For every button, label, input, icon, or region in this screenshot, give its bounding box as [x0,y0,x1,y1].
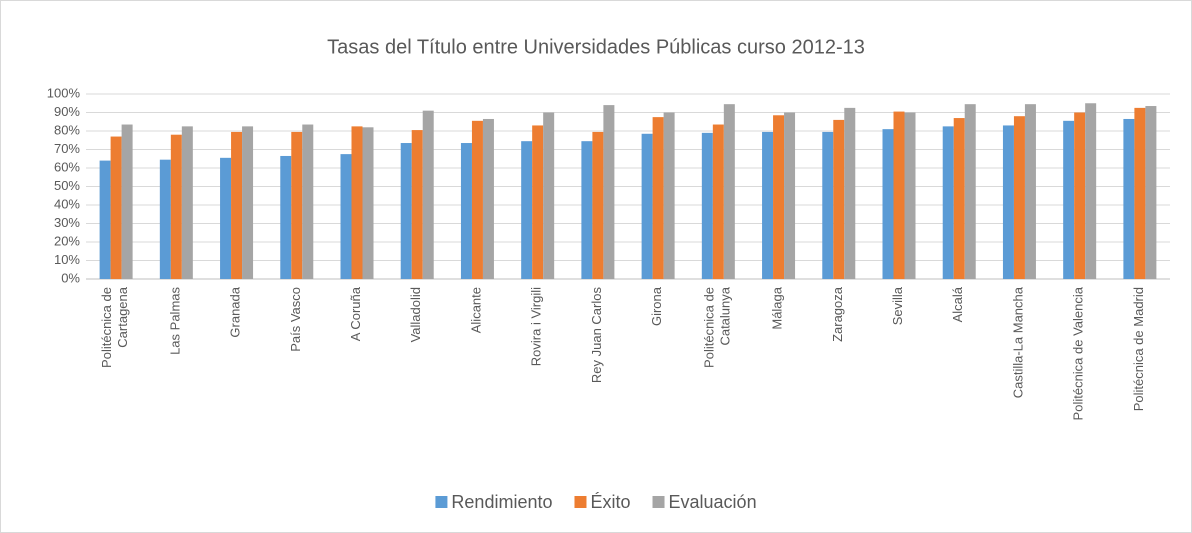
bar [1074,112,1086,279]
bar [942,126,954,279]
bar [1002,125,1014,279]
bar [411,130,423,279]
y-tick-label: 40% [54,196,80,211]
bar [181,126,193,279]
bar [422,110,434,280]
bar [291,131,303,279]
bar [822,131,834,279]
bar [581,141,593,279]
bar [543,112,555,279]
bar [784,112,796,279]
bar [1085,103,1097,279]
y-tick-label: 50% [54,178,80,193]
bar [340,154,352,279]
y-tick-label: 60% [54,159,80,174]
x-tick-label: Politécnica deCartagena [100,286,131,368]
bar [99,160,111,279]
bar [701,132,713,279]
bar [904,112,916,279]
x-tick-label: País Vasco [288,287,303,352]
bar [964,104,976,279]
chart-title: Tasas del Título entre Universidades Púb… [327,36,865,58]
y-tick-label: 10% [54,252,80,267]
bar [280,155,292,279]
y-tick-label: 80% [54,122,80,137]
y-tick-label: 20% [54,233,80,248]
bar [641,133,653,279]
bar [1145,106,1157,280]
bar [1024,104,1036,279]
bar [400,143,412,279]
y-tick-label: 70% [54,141,80,156]
x-tick-label: Rovira i Virgili [529,287,544,366]
y-tick-label: 90% [54,104,80,119]
bar [882,129,894,279]
y-tick-label: 30% [54,215,80,230]
bar [652,117,664,279]
bar [521,141,533,279]
x-tick-label: Castilla-La Mancha [1011,286,1026,398]
bar [220,157,232,279]
x-tick-label: Politécnica de Valencia [1071,286,1086,420]
bar [242,126,254,279]
x-tick-label: Sevilla [890,286,905,325]
bar [603,105,615,279]
bar [362,127,374,279]
x-tick-label: Alicante [469,287,484,333]
bar [844,107,856,279]
legend-swatch [652,496,665,508]
x-tick-label: Rey Juan Carlos [589,287,604,384]
bar [773,115,785,280]
x-tick-label: Las Palmas [168,287,183,355]
x-tick-label: Girona [650,286,665,326]
bar [351,126,363,279]
bar [1134,107,1146,279]
x-tick-label: Granada [228,286,243,337]
bar [482,118,494,279]
bar [1013,116,1025,279]
bar [712,124,724,280]
y-tick-label: 100% [47,85,81,100]
bar [953,118,965,279]
bar [460,143,472,279]
x-tick-label: Alcalá [951,286,966,322]
legend-swatch [435,496,448,508]
bar [1123,118,1135,279]
bar [1063,120,1075,279]
bar [110,136,122,279]
x-tick-label: Málaga [770,286,785,329]
x-tick-label: Valladolid [409,287,424,342]
legend-label: Evaluación [669,492,757,512]
legend-label: Éxito [590,492,630,512]
bar [302,124,314,280]
bar [471,120,483,279]
bar [231,131,243,279]
x-tick-label: A Coruña [348,286,363,341]
x-tick-label: Zaragoza [830,286,845,342]
y-tick-label: 0% [61,270,80,285]
bar [121,124,133,280]
bar [833,119,845,280]
bar [532,125,544,279]
bar [159,159,171,279]
legend-label: Rendimiento [451,492,552,512]
bar [762,131,774,279]
bar [170,134,182,279]
bar [663,112,675,279]
bar [893,111,905,279]
x-tick-label: Politécnica deCatalunya [702,286,733,368]
x-tick-label: Politécnica de Madrid [1131,287,1146,411]
bar [592,131,604,279]
bar [723,104,735,279]
legend-swatch [574,496,587,508]
